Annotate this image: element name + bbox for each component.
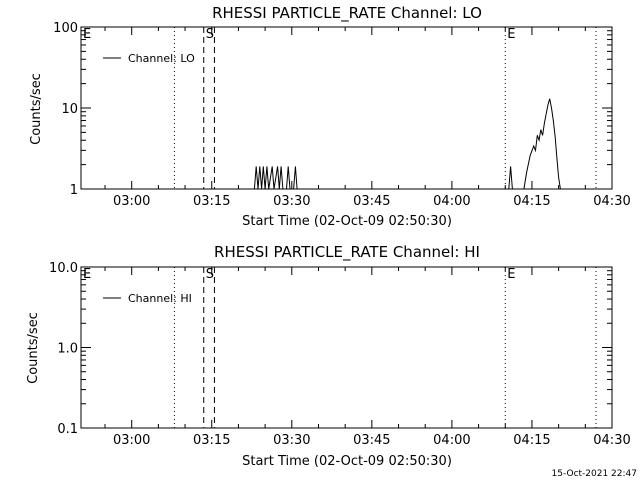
marker-label: E [83,267,91,282]
x-axis-label: Start Time (02-Oct-09 02:50:30) [242,214,452,229]
plot-area: 03:00 03:15 03:30 03:45 04:00 04:15 04:30 1 10 10… [53,21,631,209]
lo-channel-panel: RHESSI PARTICLE_RATE Channel: LO 03:00 03… [29,4,631,229]
hi-channel-panel: RHESSI PARTICLE_RATE Channel: HI 03:00 03… [26,243,631,469]
y-tick-label: 1 [70,183,78,198]
series-line [508,166,513,190]
x-tick-label: 04:15 [513,194,550,209]
series-line [523,98,561,190]
x-tick-label: 04:30 [593,194,630,209]
plot-area: 03:00 03:15 03:30 03:45 04:00 04:15 04:30 0.1 1.… [49,261,631,448]
y-axis-label: Counts/sec [29,73,44,145]
x-tick-label: 04:15 [513,433,550,448]
y-tick-label: 10 [61,102,78,117]
marker-label: E [507,27,515,42]
x-axis-label: Start Time (02-Oct-09 02:50:30) [242,454,452,469]
x-tick-label: 03:15 [193,194,230,209]
chart-title: RHESSI PARTICLE_RATE Channel: HI [214,243,480,262]
y-tick-label: 0.1 [57,422,78,437]
x-tick-label: 04:30 [593,433,630,448]
x-tick-label: 04:00 [433,194,470,209]
x-tick-label: 03:00 [113,194,150,209]
x-tick-label: 04:00 [433,433,470,448]
marker-label: E [83,27,91,42]
legend-label: Channel: HI [128,292,192,305]
x-tick-label: 03:30 [273,194,310,209]
marker-label: E [507,267,515,282]
x-tick-label: 03:30 [273,433,310,448]
footer-timestamp: 15-Oct-2021 22:47 [552,469,637,479]
x-tick-label: 03:15 [193,433,230,448]
legend-label: Channel: LO [128,52,195,65]
chart-title: RHESSI PARTICLE_RATE Channel: LO [212,4,482,23]
y-tick-label: 1.0 [57,342,78,357]
series-line [253,166,298,190]
y-tick-label: 100 [53,21,78,36]
x-tick-label: 03:00 [113,433,150,448]
x-tick-label: 03:45 [353,433,390,448]
y-tick-label: 10.0 [49,261,78,276]
marker-label: S [206,267,214,282]
marker-label: S [206,27,214,42]
x-tick-label: 03:45 [353,194,390,209]
y-axis-label: Counts/sec [26,312,41,384]
